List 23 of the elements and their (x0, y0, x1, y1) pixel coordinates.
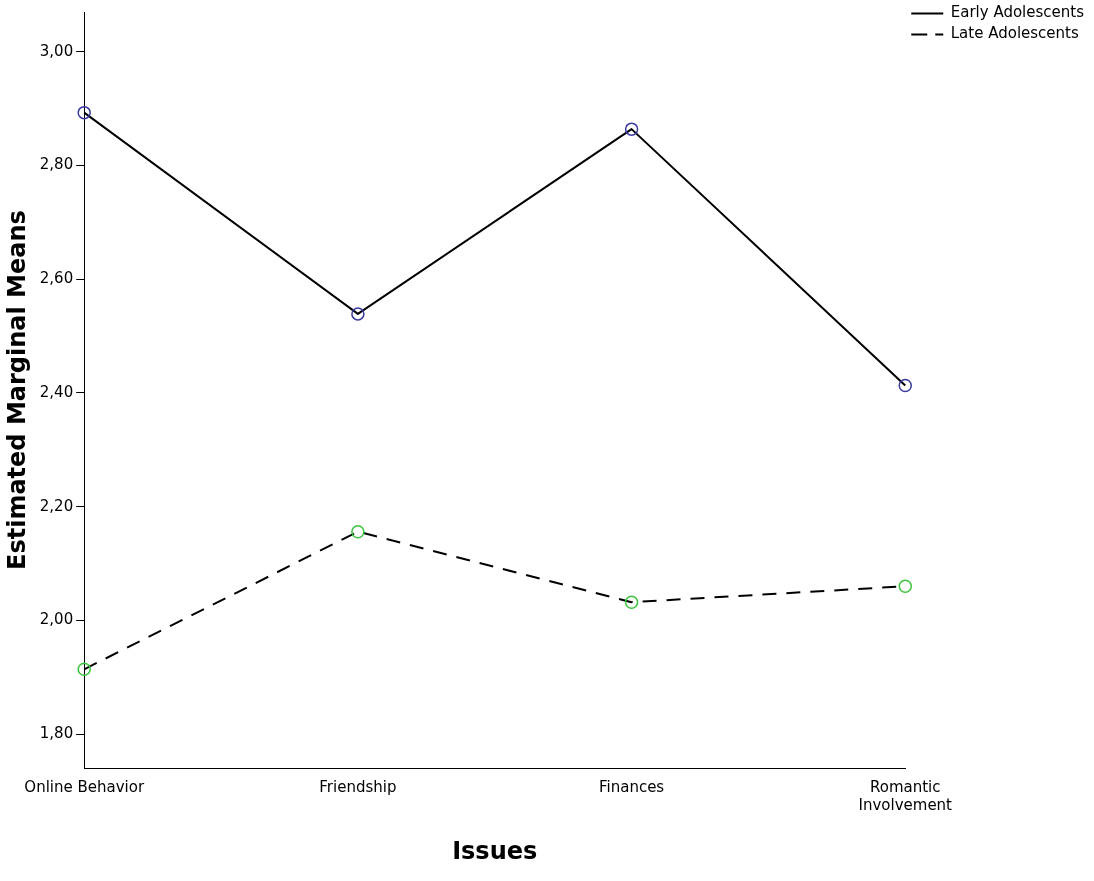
y-tick-label: 2,20 (39, 496, 74, 515)
x-axis-title: Issues (452, 836, 538, 865)
point (77, 662, 91, 677)
point (351, 307, 365, 321)
y-tick-label: 1,80 (39, 723, 74, 742)
point (898, 378, 913, 393)
x-tick-label: Romantic Involvement (858, 778, 953, 815)
y-axis-title: Estimated Marginal Means (2, 210, 31, 570)
point (624, 595, 639, 609)
y-tick-label: 2,60 (39, 269, 74, 288)
y-tick-label: 2,40 (39, 382, 74, 401)
y-tick-label: 2,00 (39, 610, 74, 629)
x-tick-label: Finances (598, 778, 665, 797)
y-tick-label: 3,00 (39, 41, 74, 60)
legend-label: Late Adolescents (950, 24, 1079, 43)
point (77, 105, 91, 120)
point (351, 524, 365, 539)
point (898, 579, 913, 594)
x-tick-label: Friendship (319, 778, 397, 797)
x-tick-label: Online Behavior (24, 778, 145, 797)
legend-label: Early Adolescents (950, 3, 1085, 22)
point (624, 122, 639, 136)
y-tick-label: 2,80 (39, 155, 74, 174)
